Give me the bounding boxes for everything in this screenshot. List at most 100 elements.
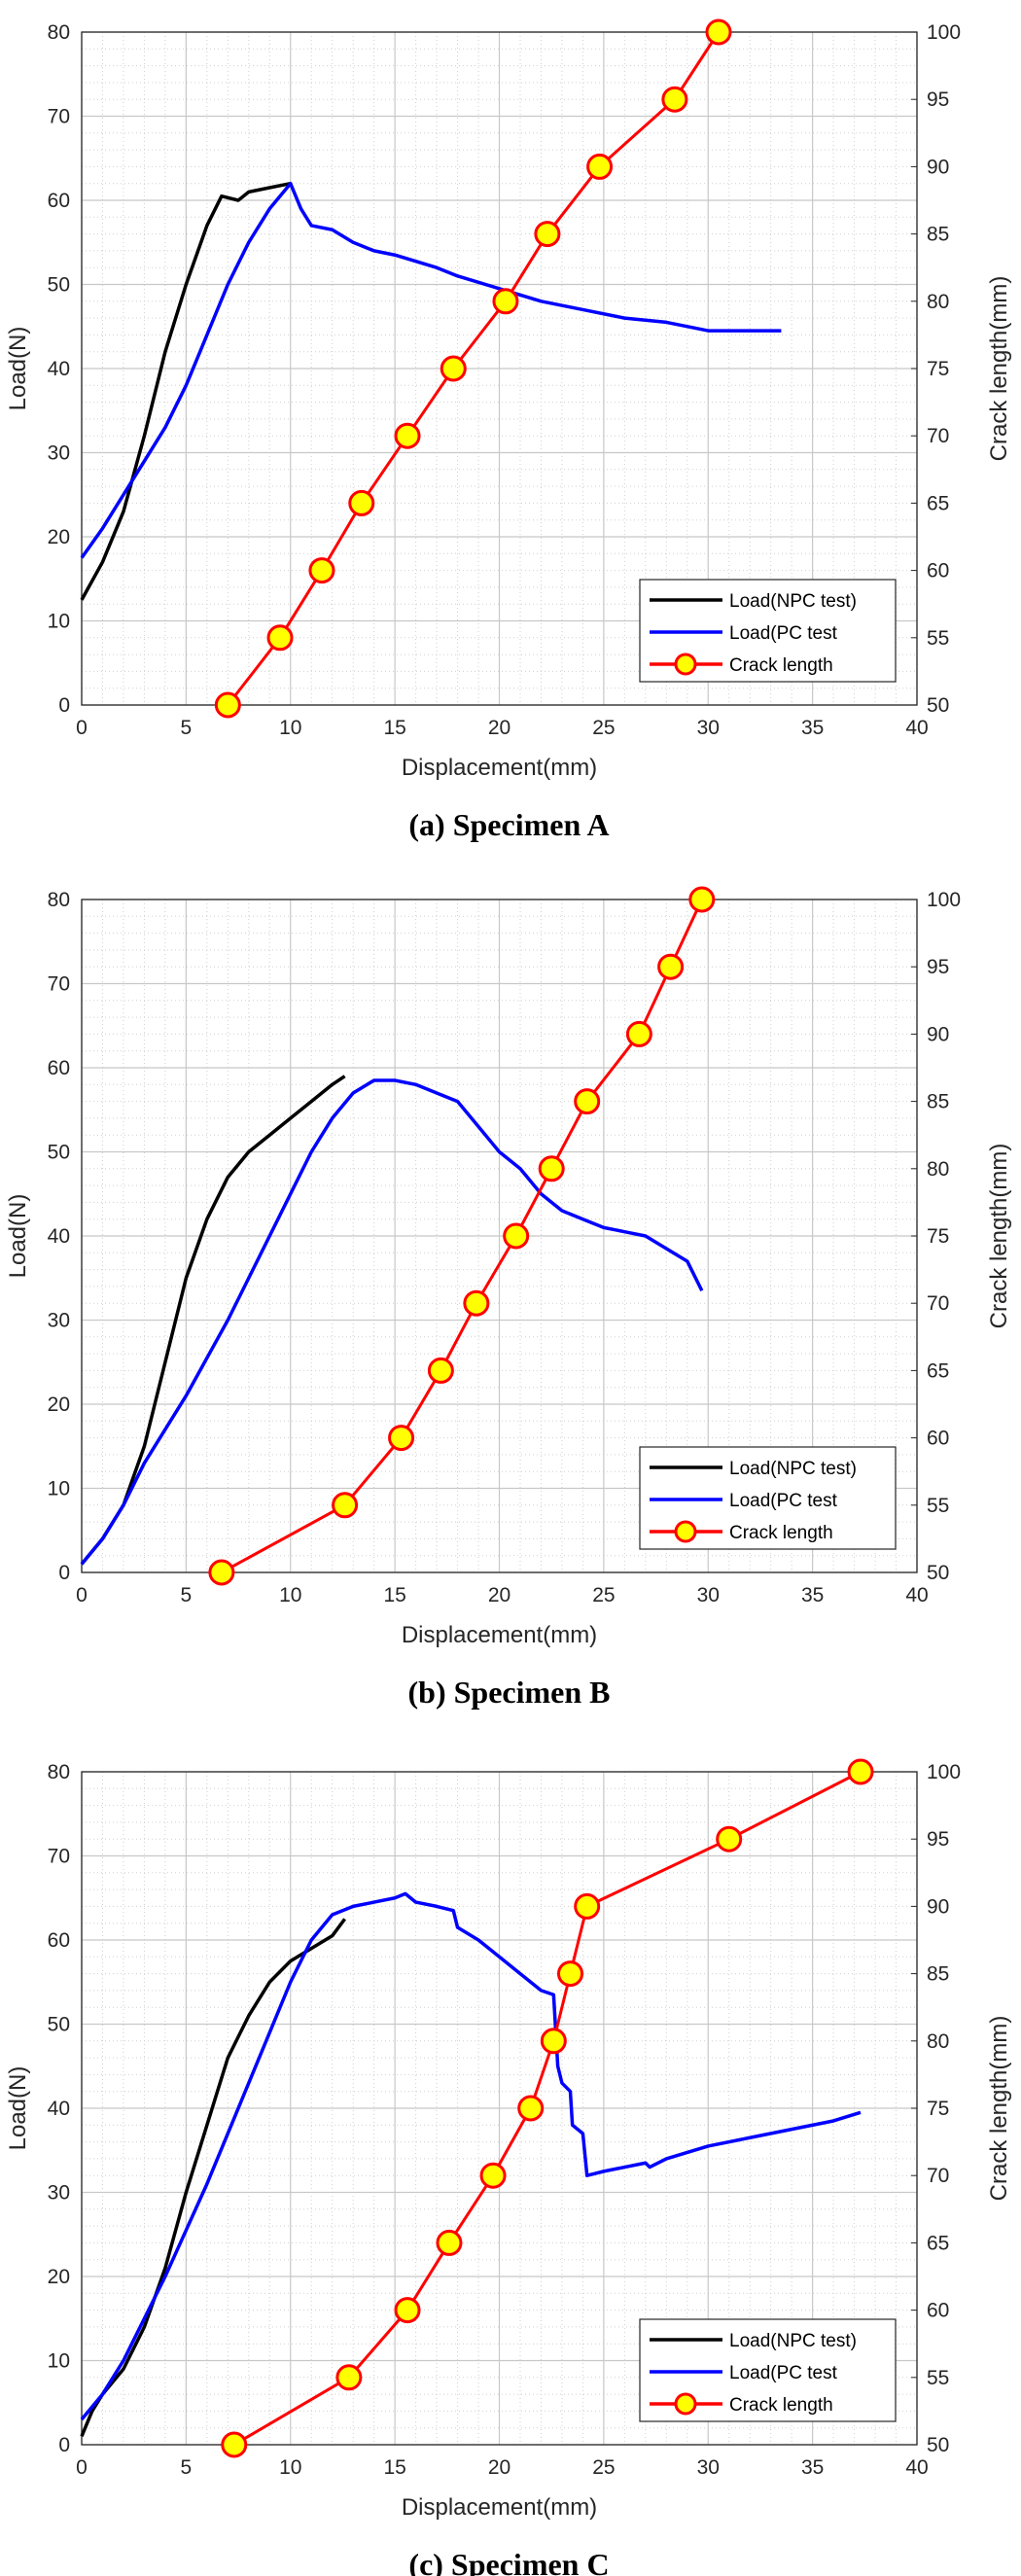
y2-tick-label: 90 <box>927 1895 949 1918</box>
legend-marker <box>674 653 697 676</box>
crack-length-marker <box>208 1559 235 1586</box>
x-tick-label: 10 <box>279 717 301 739</box>
legend-label-1: Load(NPC test) <box>729 591 857 612</box>
crack-length-marker <box>517 2095 545 2122</box>
y2-tick-label: 60 <box>927 1428 949 1450</box>
crack-length-marker <box>705 18 732 46</box>
y-tick-label: 20 <box>48 2266 70 2288</box>
y-tick-label: 80 <box>48 21 70 44</box>
crack-length-marker <box>716 1825 743 1853</box>
y2-tick-label: 55 <box>927 1495 949 1517</box>
y-tick-label: 10 <box>48 2350 70 2373</box>
chart-3: 0 5 10 15 20 25 30 35 40010203040506070805055606… <box>5 1758 1012 2576</box>
y2-tick-label: 70 <box>927 2165 949 2187</box>
y-tick-label: 0 <box>58 1562 70 1584</box>
x-tick-label: 5 <box>181 717 193 739</box>
y-axis-label: Load(N) <box>5 2066 31 2151</box>
y2-tick-label: 50 <box>927 1562 949 1584</box>
legend: Load(NPC test) Load(PC test Crack length <box>639 579 897 683</box>
y-tick-label: 80 <box>48 1761 70 1783</box>
legend-label-1: Load(NPC test) <box>729 2331 857 2351</box>
x-tick-label: 35 <box>801 1584 824 1606</box>
y2-tick-label: 70 <box>927 425 949 447</box>
crack-length-marker <box>661 86 688 113</box>
y2-tick-label: 90 <box>927 156 949 178</box>
crack-length-marker <box>688 886 716 913</box>
series-line-2 <box>80 1078 704 1566</box>
crack-length-marker <box>657 953 685 980</box>
y-tick-label: 70 <box>48 106 70 128</box>
chart-1: 0 5 10 15 20 25 30 35 40010203040506070805055606… <box>5 18 1012 842</box>
y2-tick-label: 75 <box>927 358 949 380</box>
y-tick-label: 40 <box>48 1225 70 1248</box>
y-axis-label: Load(N) <box>5 327 31 411</box>
crack-length-marker <box>266 624 294 652</box>
y-tick-label: 60 <box>48 1057 70 1079</box>
x-tick-label: 20 <box>488 1584 510 1606</box>
y2-tick-label: 85 <box>927 224 949 246</box>
y-tick-label: 40 <box>48 2098 70 2120</box>
crack-length-marker <box>557 1960 584 1988</box>
y2-tick-label: 50 <box>927 694 949 717</box>
x-tick-label: 25 <box>592 717 615 739</box>
crack-length-marker <box>586 153 614 180</box>
legend: Load(NPC test) Load(PC test Crack length <box>639 2318 897 2422</box>
y-tick-label: 20 <box>48 526 70 548</box>
crack-length-marker <box>574 1088 601 1115</box>
y-tick-label: 10 <box>48 1478 70 1500</box>
series-line-1 <box>80 181 292 601</box>
y2-tick-label: 100 <box>927 21 961 44</box>
y2-tick-label: 70 <box>927 1292 949 1315</box>
crack-length-marker <box>348 489 375 516</box>
y-tick-label: 60 <box>48 1929 70 1952</box>
crack-length-marker <box>214 691 241 719</box>
crack-length-marker <box>492 288 519 315</box>
legend: Load(NPC test) Load(PC test Crack length <box>639 1446 897 1550</box>
y-tick-label: 80 <box>48 889 70 911</box>
crack-length-marker <box>394 422 421 449</box>
y-tick-label: 30 <box>48 2182 70 2205</box>
series-line-2 <box>80 1891 862 2421</box>
y2-tick-label: 90 <box>927 1023 949 1045</box>
y2-tick-label: 55 <box>927 2367 949 2389</box>
crack-length-marker <box>625 1020 652 1047</box>
y2-tick-label: 95 <box>927 956 949 978</box>
y2-tick-label: 60 <box>927 2300 949 2322</box>
y2-axis-label: Crack length(mm) <box>986 2016 1012 2202</box>
chart-caption: (b) Specimen B <box>408 1675 611 1710</box>
x-tick-label: 25 <box>592 2456 615 2479</box>
y2-tick-label: 65 <box>927 2232 949 2254</box>
x-axis-label: Displacement(mm) <box>402 755 597 781</box>
y2-axis-label: Crack length(mm) <box>986 1144 1012 1329</box>
series-line-2 <box>80 181 782 559</box>
legend-label-1: Load(NPC test) <box>729 1459 857 1479</box>
y2-tick-label: 65 <box>927 492 949 514</box>
crack-length-marker <box>308 557 335 584</box>
x-tick-label: 35 <box>801 2456 824 2479</box>
legend-label-2: Load(PC test <box>729 1491 838 1511</box>
crack-length-marker <box>221 2431 248 2458</box>
legend-label-3: Crack length <box>729 655 833 676</box>
x-tick-label: 30 <box>697 717 720 739</box>
y2-tick-label: 75 <box>927 1225 949 1248</box>
x-tick-label: 10 <box>279 1584 301 1606</box>
y-tick-label: 30 <box>48 442 70 465</box>
crack-length-marker <box>440 355 467 382</box>
legend-label-3: Crack length <box>729 1523 833 1543</box>
x-tick-label: 15 <box>383 1584 405 1606</box>
crack-length-marker <box>847 1758 874 1785</box>
x-tick-label: 20 <box>488 717 510 739</box>
crack-length-marker <box>540 2028 567 2055</box>
y-tick-label: 10 <box>48 611 70 633</box>
crack-length-marker <box>394 2297 421 2324</box>
y-tick-label: 20 <box>48 1394 70 1416</box>
y2-tick-label: 80 <box>927 291 949 313</box>
legend-marker <box>674 2392 697 2416</box>
legend-label-2: Load(PC test <box>729 623 838 644</box>
y-tick-label: 60 <box>48 190 70 212</box>
x-tick-label: 30 <box>697 1584 720 1606</box>
crack-length-marker <box>427 1357 454 1384</box>
x-tick-label: 0 <box>76 717 88 739</box>
y-tick-label: 0 <box>58 2434 70 2456</box>
x-tick-label: 25 <box>592 1584 615 1606</box>
